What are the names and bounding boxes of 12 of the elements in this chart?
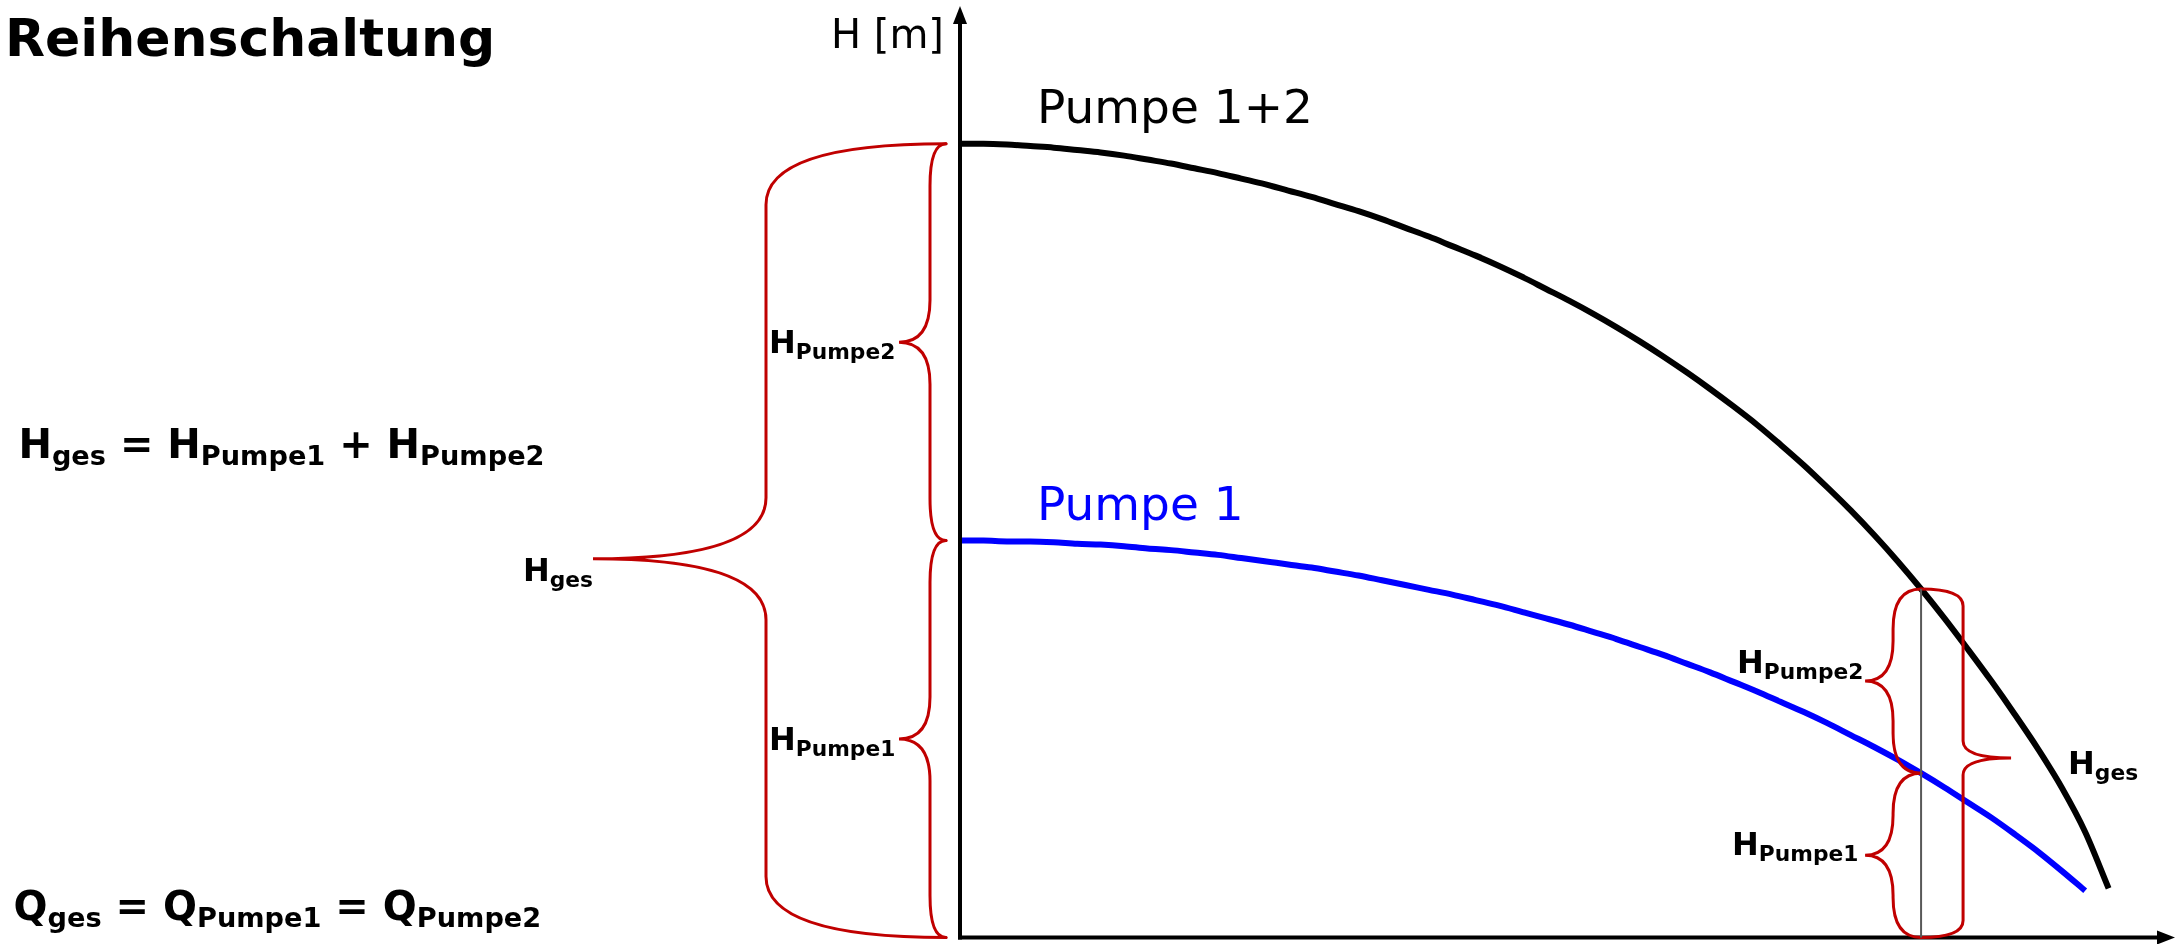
y-axis-title: H [m] xyxy=(831,10,944,57)
annotation: H$_{Pumpe2}$ xyxy=(1737,643,1864,684)
annotation: H$_{ges}$ xyxy=(2068,743,2139,785)
text: H$_{ges}$ = H$_{Pumpe1}$ + H$_{Pumpe2}$ xyxy=(18,421,545,472)
annotation: H$_{Pumpe1}$ xyxy=(1732,825,1859,866)
series-label: Pumpe 1 xyxy=(1037,475,1244,531)
text: Reihenschaltung xyxy=(5,8,496,69)
text: H$_{Pumpe2}$ xyxy=(769,323,896,364)
series-label: Pumpe 1+2 xyxy=(1037,78,1313,134)
text: H$_{Pumpe1}$ xyxy=(769,719,896,761)
text: H$_{ges}$ xyxy=(523,550,594,592)
text: Q$_{ges}$ = Q$_{Pumpe1}$ = Q$_{Pumpe2}$ xyxy=(13,883,542,934)
